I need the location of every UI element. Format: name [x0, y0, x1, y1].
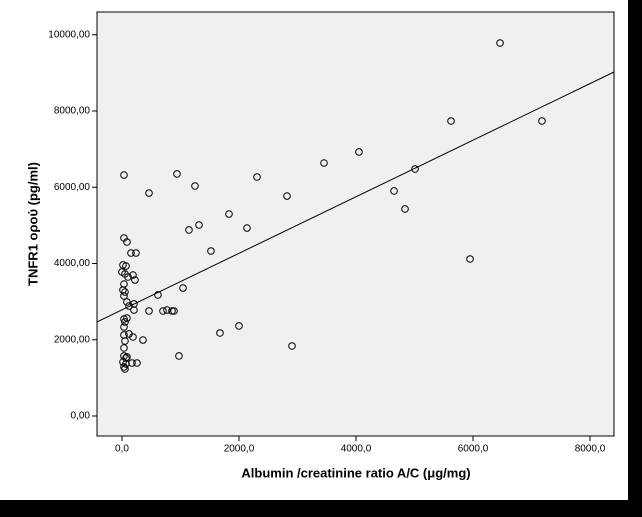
- point: [124, 273, 132, 281]
- point: [121, 288, 129, 296]
- point: [130, 300, 138, 308]
- x-tick-label: 0,0: [115, 444, 129, 455]
- point: [123, 353, 131, 361]
- point: [390, 187, 398, 195]
- point: [123, 314, 131, 322]
- point: [253, 173, 261, 181]
- point: [466, 255, 474, 263]
- point: [129, 333, 137, 341]
- point: [120, 280, 128, 288]
- point: [121, 318, 129, 326]
- point: [207, 247, 215, 255]
- point: [168, 307, 176, 315]
- x-tick-label: 8000,0: [575, 444, 606, 455]
- point: [288, 342, 296, 350]
- point: [225, 210, 233, 218]
- point: [132, 249, 140, 257]
- point: [129, 271, 137, 279]
- y-tick-label: 2000,00: [54, 334, 91, 345]
- point: [120, 363, 128, 371]
- point: [133, 359, 141, 367]
- y-tick-label: 6000,00: [54, 182, 91, 193]
- point: [175, 352, 183, 360]
- point: [145, 307, 153, 315]
- point: [216, 329, 224, 337]
- point: [195, 221, 203, 229]
- point: [173, 170, 181, 178]
- point: [243, 224, 251, 232]
- point: [127, 249, 135, 257]
- point: [119, 286, 127, 294]
- point: [447, 117, 455, 125]
- point: [538, 117, 546, 125]
- point: [123, 238, 131, 246]
- y-tick-label: 8000,00: [54, 106, 91, 117]
- point: [123, 298, 131, 306]
- point: [128, 359, 136, 367]
- y-tick-label: 0,00: [71, 411, 91, 422]
- point: [170, 307, 178, 315]
- point: [121, 337, 129, 345]
- y-tick-label: 10000,00: [48, 29, 90, 40]
- point: [139, 336, 147, 344]
- point: [496, 39, 504, 47]
- x-axis-title: Albumin /creatinine ratio A/C (μg/mg): [241, 465, 470, 480]
- x-tick-label: 2000,0: [224, 444, 255, 455]
- point: [131, 276, 139, 284]
- point: [355, 148, 363, 156]
- point: [411, 165, 419, 173]
- point: [185, 226, 193, 234]
- point: [120, 323, 128, 331]
- point: [191, 182, 199, 190]
- x-tick-label: 4000,0: [341, 444, 372, 455]
- point: [130, 306, 138, 314]
- point: [145, 189, 153, 197]
- point: [120, 344, 128, 352]
- point: [179, 284, 187, 292]
- point: [122, 262, 130, 270]
- point: [401, 205, 409, 213]
- point: [235, 322, 243, 330]
- point: [163, 306, 171, 314]
- point: [159, 307, 167, 315]
- y-axis-title: TNFR1 ορού (pg/ml): [25, 162, 40, 286]
- point: [283, 192, 291, 200]
- point: [154, 291, 162, 299]
- plot-area: [96, 11, 615, 437]
- fit-line: [96, 71, 615, 323]
- point: [125, 302, 133, 310]
- x-tick-label: 6000,0: [458, 444, 489, 455]
- point: [120, 171, 128, 179]
- point: [120, 292, 128, 300]
- y-tick-label: 4000,00: [54, 258, 91, 269]
- point: [320, 159, 328, 167]
